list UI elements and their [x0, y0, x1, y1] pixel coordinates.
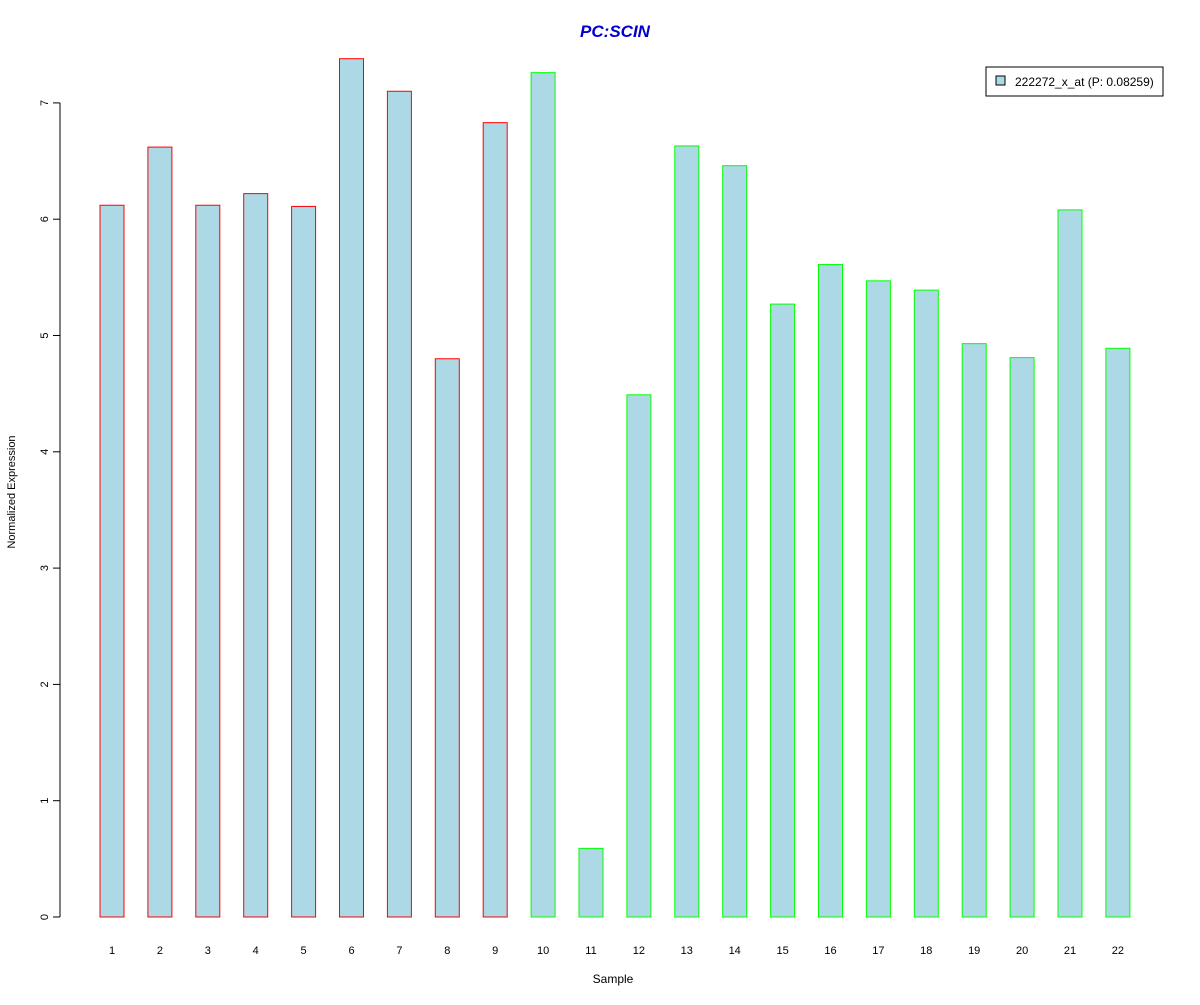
bar-sample-21: [1057, 209, 1083, 918]
bar-sample-12: [626, 394, 652, 918]
bar-sample-7: [386, 90, 412, 918]
x-tick-labels: 1 2 3 4 5 6 7 8 9 10 11 12 13 14 15 16 17 18 19 20 21 22: [109, 945, 1124, 957]
bar-sample-22: [1105, 347, 1131, 918]
x-tick-label: 19: [968, 945, 980, 957]
bar-sample-15: [770, 303, 796, 918]
bar-sample-11: [578, 847, 604, 918]
x-tick-label: 20: [1016, 945, 1028, 957]
bar-sample-14: [722, 165, 748, 918]
y-tick-label: 5: [39, 332, 51, 338]
x-tick-label: 13: [681, 945, 693, 957]
bar-sample-10: [530, 72, 556, 918]
x-tick-label: 1: [109, 945, 115, 957]
x-tick-label: 22: [1112, 945, 1124, 957]
y-tick-label: 2: [39, 681, 51, 687]
x-tick-label: 11: [585, 945, 596, 957]
legend-box: [985, 66, 1164, 97]
bar-sample-2: [147, 146, 173, 918]
y-tick-label: 6: [39, 216, 51, 222]
y-axis: 0 1 2 3 4 5 6 7: [39, 100, 61, 920]
legend: 222272_x_at (P: 0.08259): [985, 66, 1164, 97]
y-tick-label: 0: [39, 914, 51, 920]
x-axis-label: Sample: [593, 972, 634, 986]
y-tick-label: 1: [39, 798, 51, 804]
y-tick-label: 3: [39, 565, 51, 571]
x-tick-label: 18: [920, 945, 932, 957]
x-tick-label: 15: [776, 945, 788, 957]
legend-label: 222272_x_at (P: 0.08259): [1015, 75, 1154, 89]
x-tick-label: 14: [729, 945, 741, 957]
x-tick-label: 3: [205, 945, 211, 957]
x-tick-label: 7: [396, 945, 402, 957]
x-tick-label: 2: [157, 945, 163, 957]
x-tick-label: 5: [301, 945, 307, 957]
y-tick-label: 7: [39, 100, 51, 106]
y-axis-label: Normalized Expression: [6, 435, 18, 548]
bar-sample-13: [674, 145, 700, 918]
bar-sample-3: [195, 204, 221, 918]
x-tick-label: 12: [633, 945, 645, 957]
x-tick-label: 21: [1064, 945, 1076, 957]
x-tick-label: 4: [253, 945, 259, 957]
chart-title: PC:SCIN: [580, 22, 651, 41]
x-tick-label: 17: [872, 945, 884, 957]
x-tick-label: 8: [444, 945, 450, 957]
bar-sample-8: [434, 358, 460, 918]
bar-sample-20: [1009, 357, 1035, 918]
x-tick-label: 9: [492, 945, 498, 957]
bar-sample-19: [961, 343, 987, 918]
bar-sample-18: [913, 289, 939, 918]
bar-sample-1: [99, 204, 125, 918]
bars-group: [99, 58, 1131, 918]
bar-sample-4: [243, 193, 269, 918]
bar-sample-5: [291, 205, 317, 918]
x-tick-label: 10: [537, 945, 549, 957]
y-tick-label: 4: [39, 449, 51, 455]
bar-sample-6: [339, 58, 364, 918]
x-tick-label: 16: [824, 945, 836, 957]
legend-swatch: [995, 75, 1006, 86]
x-tick-label: 6: [348, 945, 354, 957]
bar-sample-9: [482, 122, 508, 918]
bar-sample-16: [818, 264, 843, 918]
bar-sample-17: [865, 280, 891, 918]
